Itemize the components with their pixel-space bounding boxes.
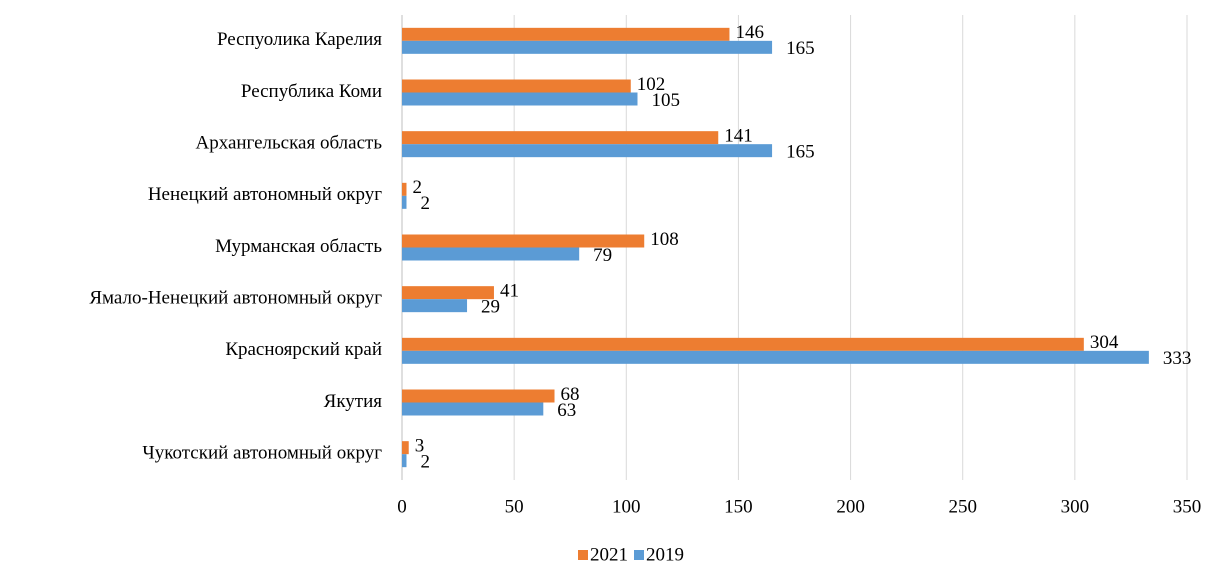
data-label: 2	[420, 452, 430, 473]
bar	[402, 234, 645, 248]
bar	[402, 79, 631, 93]
data-label: 3	[415, 436, 425, 457]
x-tick-label: 0	[397, 496, 407, 517]
bar	[402, 337, 1084, 351]
y-tick-label: Якутия	[324, 391, 383, 412]
y-tick-label: Респуолика Карелия	[217, 29, 382, 50]
legend-swatch	[634, 550, 644, 560]
data-label: 63	[557, 400, 576, 421]
bar	[402, 131, 719, 145]
x-tick-label: 100	[612, 496, 641, 517]
legend-label: 2019	[646, 544, 684, 565]
data-label: 165	[786, 38, 815, 59]
data-label: 102	[637, 74, 666, 95]
data-label: 165	[786, 142, 815, 163]
x-tick-label: 200	[836, 496, 865, 517]
data-label: 41	[500, 281, 519, 302]
bar	[402, 92, 638, 106]
x-tick-label: 50	[505, 496, 524, 517]
data-label: 105	[652, 90, 681, 111]
data-label: 29	[481, 297, 500, 318]
bar	[402, 441, 409, 455]
bar	[402, 182, 407, 196]
y-tick-label: Красноярский край	[225, 339, 382, 360]
bar	[402, 144, 773, 158]
data-label: 304	[1090, 332, 1119, 353]
bar	[402, 286, 494, 300]
bar	[402, 40, 773, 54]
data-label: 146	[735, 22, 764, 43]
data-label: 108	[650, 229, 679, 250]
x-tick-label: 300	[1061, 496, 1090, 517]
y-tick-label: Архангельская область	[195, 133, 382, 154]
y-tick-label: Ненецкий автономный округ	[148, 184, 382, 205]
data-label: 79	[593, 245, 612, 266]
data-label: 2	[420, 193, 430, 214]
bar	[402, 27, 730, 41]
data-label: 141	[724, 126, 753, 147]
x-tick-label: 150	[724, 496, 753, 517]
x-tick-label: 350	[1173, 496, 1202, 517]
bar	[402, 454, 407, 468]
data-label: 333	[1163, 348, 1192, 369]
x-tick-label: 250	[948, 496, 977, 517]
y-tick-label: Ямало-Ненецкий автономный округ	[89, 288, 382, 309]
legend-label: 2021	[590, 544, 628, 565]
bar	[402, 350, 1149, 364]
data-label: 2	[412, 177, 422, 198]
bar	[402, 402, 544, 416]
bar	[402, 299, 468, 313]
legend-swatch	[578, 550, 588, 560]
data-label: 68	[561, 384, 580, 405]
bar	[402, 195, 407, 209]
y-tick-label: Мурманская область	[215, 236, 382, 257]
y-tick-label: Чукотский автономный округ	[142, 443, 382, 464]
bar	[402, 247, 580, 261]
bar	[402, 389, 555, 403]
y-tick-label: Республика Коми	[241, 81, 382, 102]
